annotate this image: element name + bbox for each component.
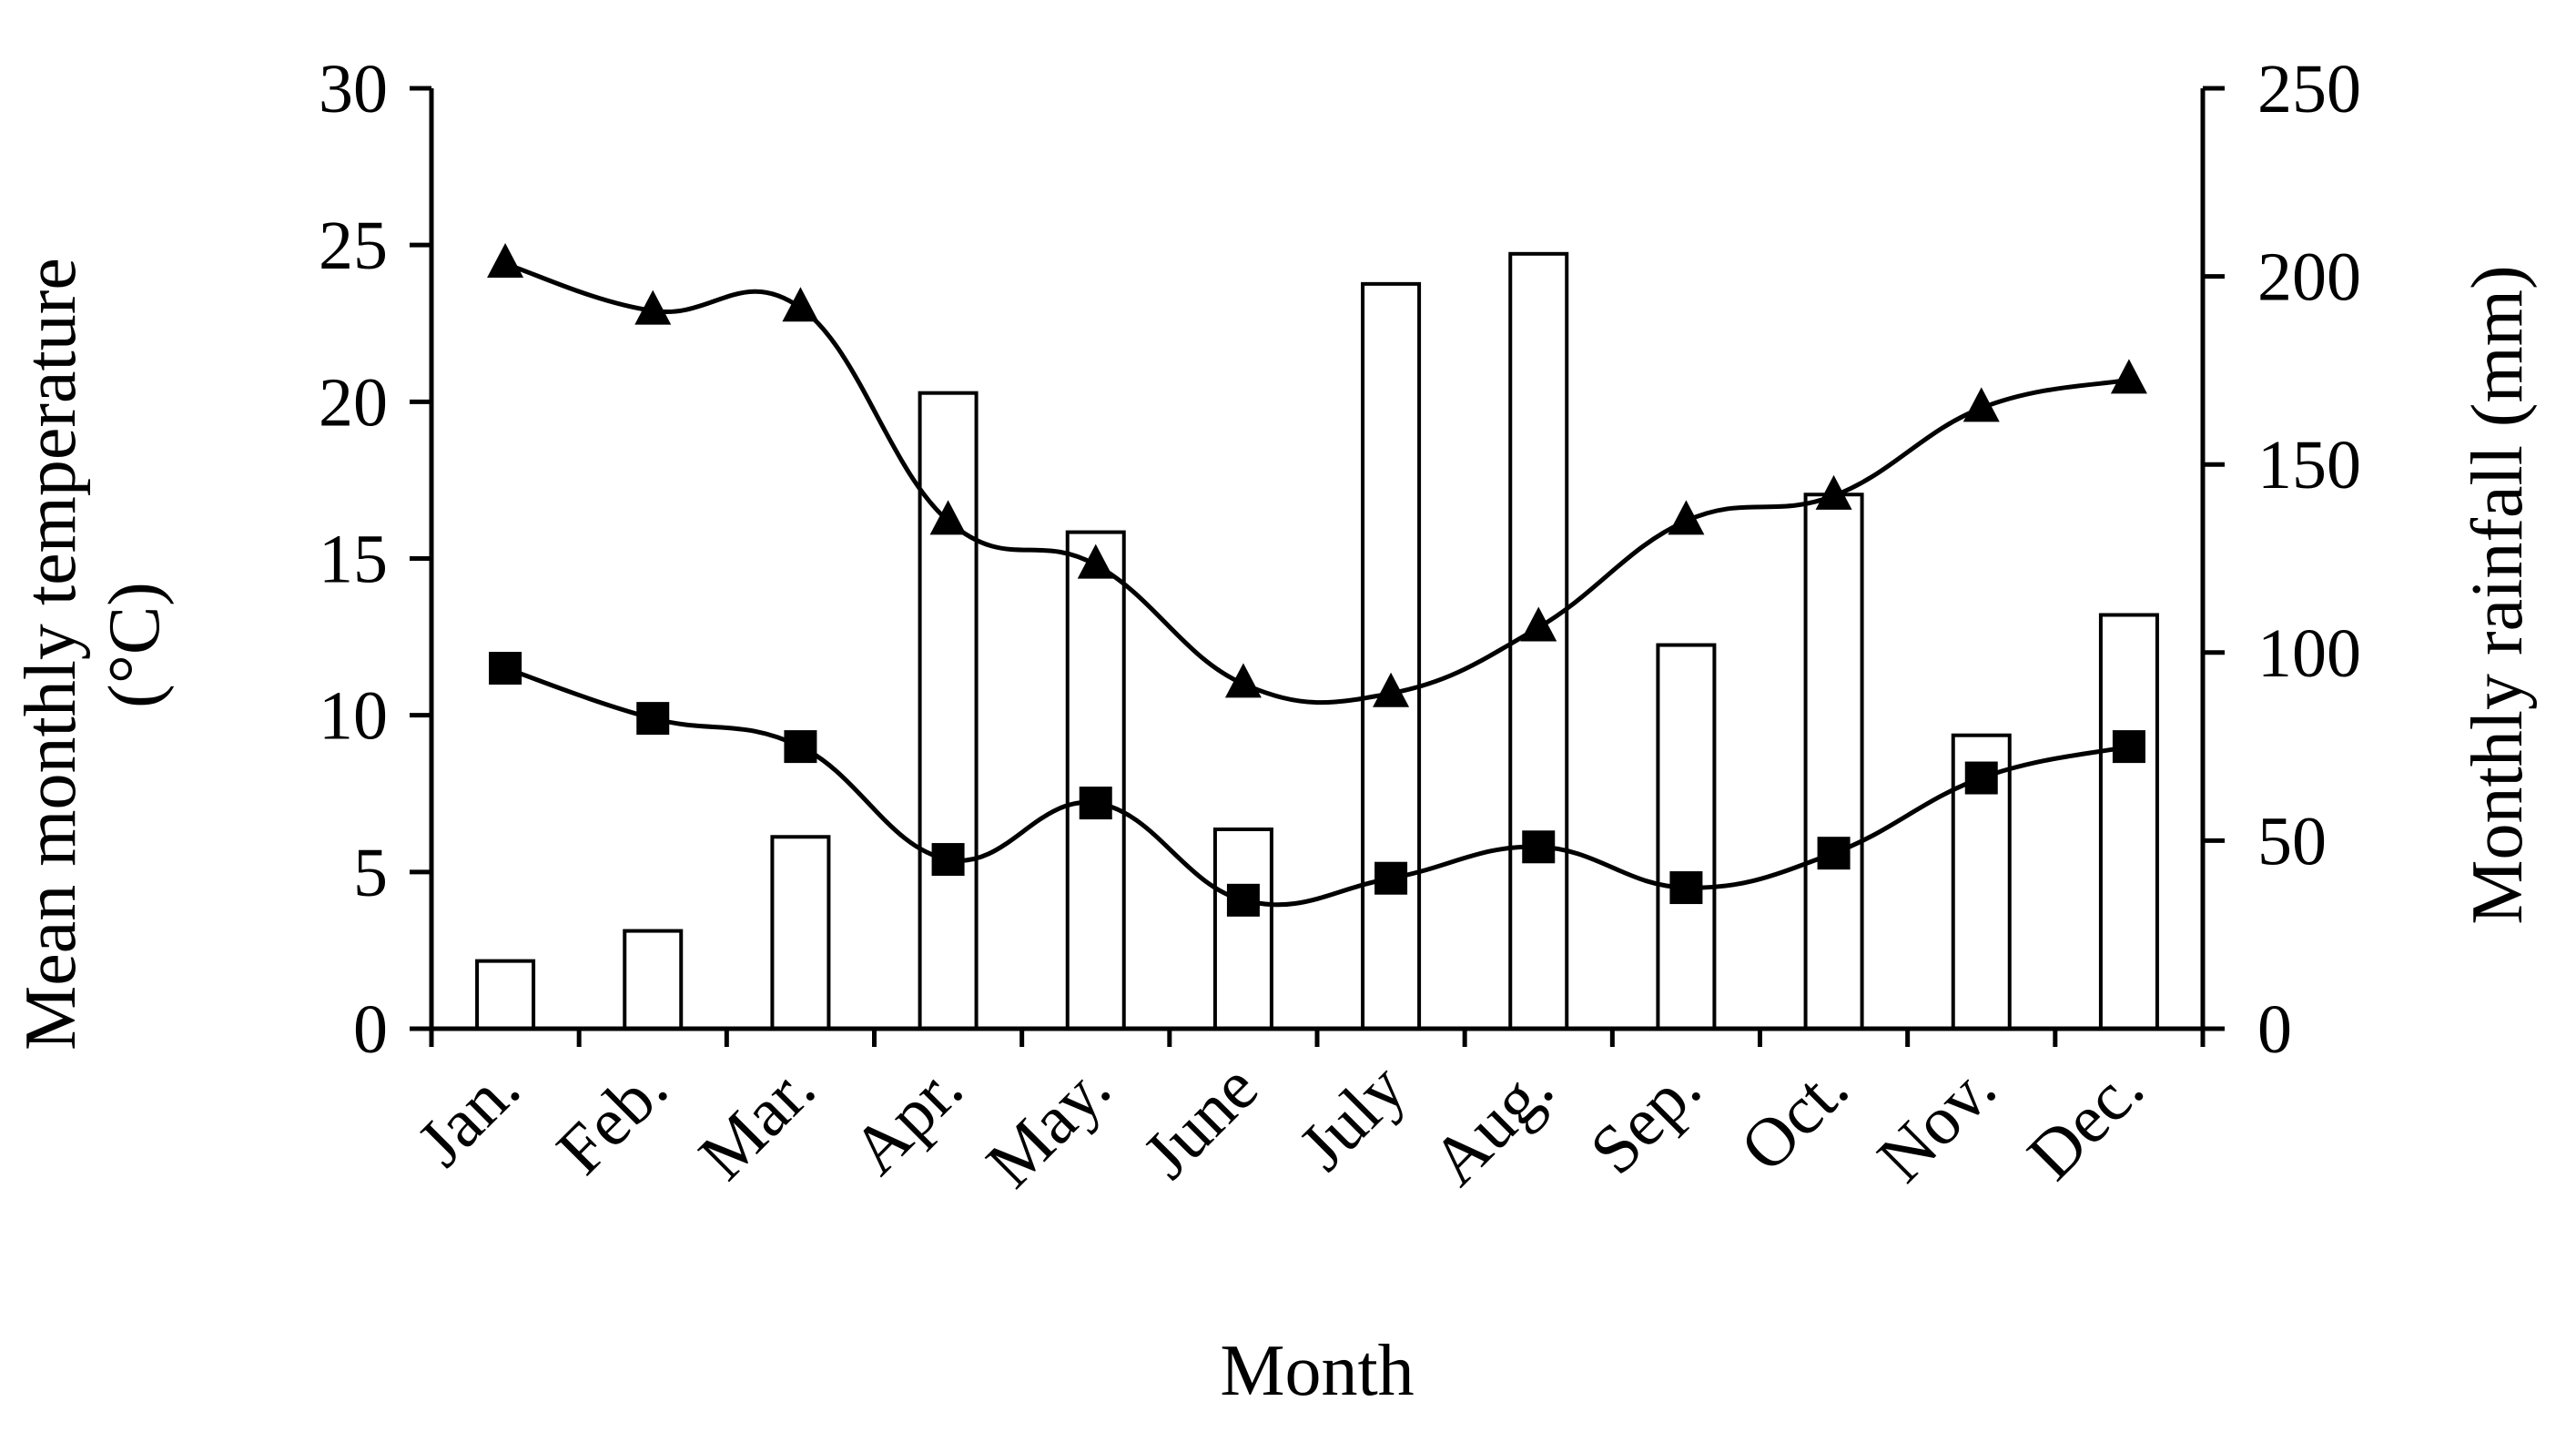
rainfall-bar-10 — [1803, 493, 1864, 1031]
month-label-4: Apr. — [837, 1050, 977, 1189]
month-label-3: Mar. — [685, 1050, 829, 1194]
rainfall-bar-5 — [1065, 530, 1126, 1031]
axis-labels: Month Mean monthly temperature (°C) Mont… — [11, 239, 2538, 1411]
month-label-1: Jan. — [403, 1050, 534, 1181]
rainfall-bars — [475, 251, 2159, 1031]
triangle-marker-5 — [1077, 543, 1114, 579]
square-marker-5 — [1079, 787, 1112, 820]
triangle-marker-10 — [1815, 474, 1852, 510]
left-tick-label-30: 30 — [319, 51, 388, 127]
triangle-marker-7 — [1373, 672, 1410, 707]
triangle-marker-3 — [782, 287, 819, 322]
square-marker-6 — [1226, 883, 1260, 917]
rainfall-bar-3 — [770, 835, 831, 1031]
square-marker-12 — [2112, 730, 2145, 764]
temperature-lines — [487, 243, 2147, 917]
triangle-marker-2 — [634, 289, 672, 325]
triangle-marker-8 — [1520, 606, 1557, 642]
x-axis-title: Month — [1220, 1331, 1414, 1411]
rainfall-bar-2 — [623, 929, 684, 1031]
left-tick-label-15: 15 — [319, 522, 388, 598]
rainfall-bar-1 — [475, 959, 536, 1031]
rainfall-bar-6 — [1212, 828, 1273, 1031]
left-y-axis-title: Mean monthly temperature (°C) — [11, 239, 175, 1051]
series-line-triangle — [504, 261, 2130, 706]
left-tick-label-25: 25 — [319, 208, 388, 284]
rainfall-bar-12 — [2098, 613, 2159, 1031]
right-tick-label-250: 250 — [2257, 51, 2361, 127]
month-label-2: Feb. — [543, 1050, 682, 1189]
right-tick-label-100: 100 — [2257, 615, 2361, 692]
square-marker-3 — [784, 730, 817, 764]
square-marker-2 — [636, 702, 670, 736]
right-tick-label-200: 200 — [2257, 239, 2361, 316]
square-marker-10 — [1817, 837, 1851, 870]
left-y-axis-title-line2: (°C) — [95, 582, 175, 708]
month-label-7: July — [1284, 1050, 1420, 1185]
right-tick-label-50: 50 — [2257, 803, 2327, 879]
left-tick-label-0: 0 — [353, 991, 388, 1068]
triangle-marker-12 — [2110, 359, 2147, 394]
right-y-axis-title: Monthly rainfall (mm) — [2458, 265, 2538, 924]
triangle-marker-11 — [1962, 387, 2000, 422]
square-marker-1 — [489, 652, 522, 686]
triangle-marker-1 — [487, 243, 524, 279]
rainfall-bar-4 — [918, 391, 979, 1031]
rainfall-bar-9 — [1656, 643, 1717, 1031]
month-label-9: Sep. — [1576, 1050, 1715, 1189]
rainfall-bar-7 — [1361, 281, 1422, 1031]
left-tick-label-5: 5 — [353, 835, 388, 911]
square-marker-8 — [1522, 830, 1556, 864]
month-label-6: June — [1129, 1050, 1273, 1193]
month-label-5: May. — [972, 1050, 1125, 1203]
square-marker-7 — [1374, 861, 1408, 895]
triangle-marker-4 — [929, 500, 967, 535]
left-tick-label-10: 10 — [319, 678, 388, 755]
left-y-axis-title-line1: Mean monthly temperature — [11, 258, 91, 1051]
month-label-12: Dec. — [2013, 1050, 2158, 1194]
right-tick-label-0: 0 — [2257, 991, 2292, 1068]
month-label-10: Oct. — [1726, 1050, 1862, 1186]
left-tick-label-20: 20 — [319, 364, 388, 441]
square-marker-9 — [1669, 871, 1703, 905]
month-label-8: Aug. — [1417, 1050, 1567, 1200]
square-marker-11 — [1964, 761, 1998, 795]
triangle-marker-9 — [1668, 500, 1705, 535]
triangle-marker-6 — [1224, 663, 1262, 698]
right-tick-label-150: 150 — [2257, 427, 2361, 503]
square-marker-4 — [931, 843, 965, 877]
month-label-11: Nov. — [1863, 1050, 2011, 1197]
